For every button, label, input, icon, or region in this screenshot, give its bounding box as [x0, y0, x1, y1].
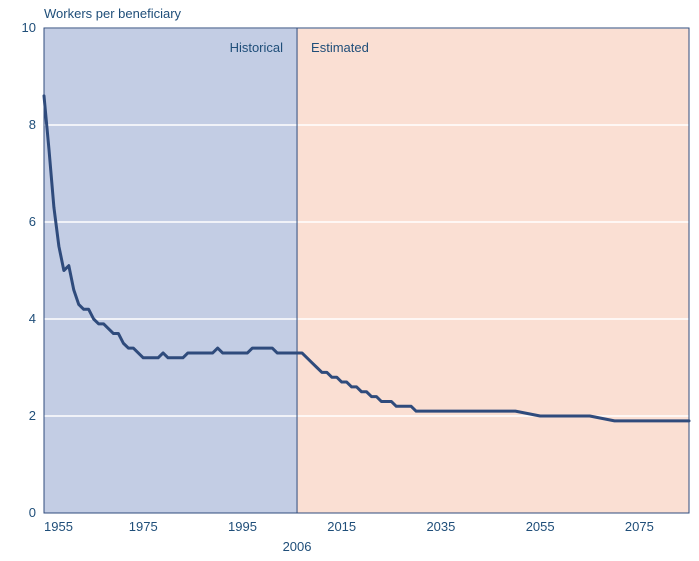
y-tick-label: 6 [29, 214, 36, 229]
x-tick-label: 1955 [44, 519, 73, 534]
divider-year-label: 2006 [283, 539, 312, 554]
x-tick-label: 1975 [129, 519, 158, 534]
x-tick-label: 2055 [526, 519, 555, 534]
x-tick-label: 2015 [327, 519, 356, 534]
region-estimated [297, 28, 689, 513]
chart-svg: 0 2 4 6 8 10 1955 1975 1995 2015 2035 2055 2075 2006 W… [0, 0, 699, 561]
y-tick-label: 0 [29, 505, 36, 520]
x-tick-label: 2035 [426, 519, 455, 534]
chart-title: Workers per beneficiary [44, 6, 182, 21]
chart-container: 0 2 4 6 8 10 1955 1975 1995 2015 2035 2055 2075 2006 W… [0, 0, 699, 561]
y-tick-label: 10 [22, 20, 36, 35]
y-tick-label: 4 [29, 311, 36, 326]
region-label-historical: Historical [230, 40, 284, 55]
x-tick-label: 2075 [625, 519, 654, 534]
y-tick-label: 2 [29, 408, 36, 423]
x-tick-label: 1995 [228, 519, 257, 534]
region-historical [44, 28, 297, 513]
y-tick-label: 8 [29, 117, 36, 132]
region-label-estimated: Estimated [311, 40, 369, 55]
